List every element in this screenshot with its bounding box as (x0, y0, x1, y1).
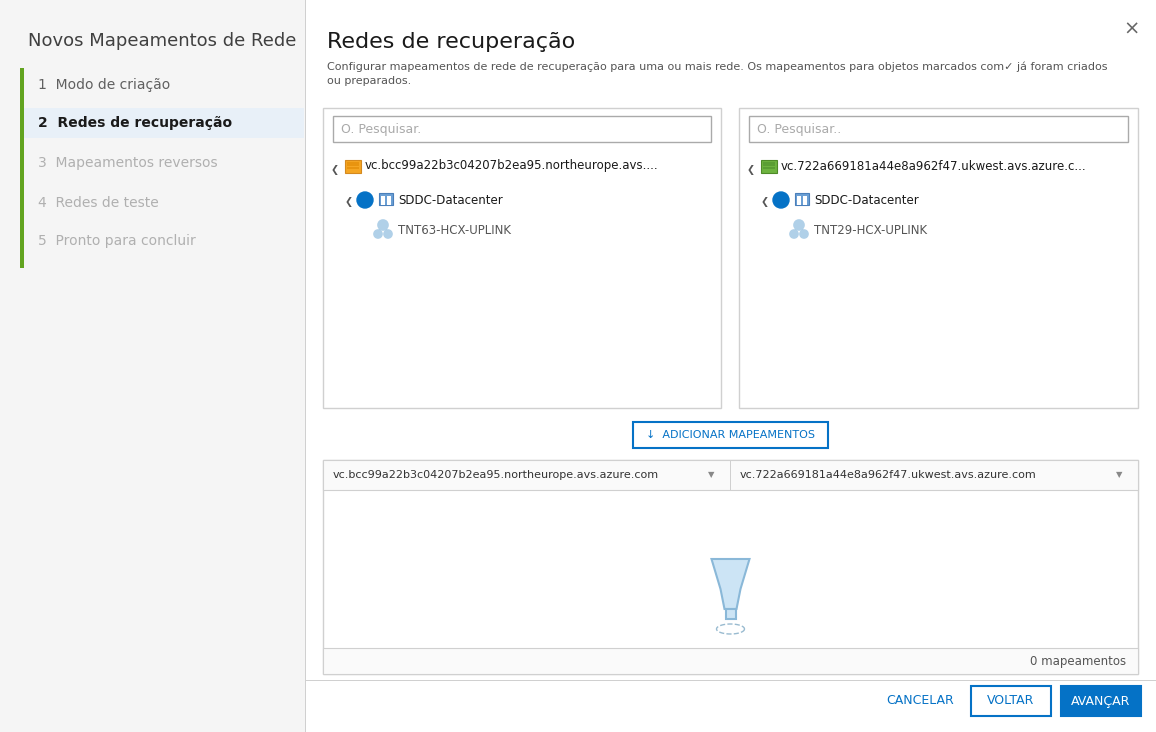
Text: vc.722a669181a44e8a962f47.ukwest.avs.azure.c...: vc.722a669181a44e8a962f47.ukwest.avs.azu… (781, 160, 1087, 173)
Text: ▼: ▼ (1116, 471, 1122, 479)
Bar (1061, 686, 1141, 716)
Text: 4  Redes de teste: 4 Redes de teste (38, 196, 158, 210)
Text: O. Pesquisar.: O. Pesquisar. (341, 122, 421, 135)
Bar (20, 68, 24, 268)
Bar (763, 167, 775, 169)
Text: 1  Modo de criação: 1 Modo de criação (38, 78, 170, 92)
Bar (633, 422, 828, 448)
Bar (803, 196, 807, 205)
Text: 0 mapeamentos: 0 mapeamentos (1030, 654, 1126, 668)
Text: SDDC-Datacenter: SDDC-Datacenter (398, 193, 503, 206)
Bar (305, 0, 1156, 732)
Bar (749, 116, 1128, 142)
Text: ×: × (1124, 20, 1140, 39)
Bar (323, 648, 1138, 649)
Text: 2  Redes de recuperação: 2 Redes de recuperação (38, 116, 232, 130)
Circle shape (790, 230, 798, 238)
Bar (387, 196, 391, 205)
Text: AVANÇAR: AVANÇAR (1072, 695, 1131, 708)
Text: 3  Mapeamentos reversos: 3 Mapeamentos reversos (38, 156, 217, 170)
Text: TNT29-HCX-UPLINK: TNT29-HCX-UPLINK (814, 223, 927, 236)
Text: ❮: ❮ (344, 197, 353, 207)
Text: ❮: ❮ (331, 165, 339, 175)
Text: ❮: ❮ (747, 165, 755, 175)
Bar (379, 193, 393, 205)
Bar (739, 108, 1138, 408)
Bar (347, 167, 360, 169)
Bar (323, 108, 721, 408)
Text: ❮: ❮ (761, 197, 769, 207)
Bar (323, 460, 1138, 490)
Text: 5  Pronto para concluir: 5 Pronto para concluir (38, 234, 195, 248)
Text: ↓  ADICIONAR MAPEAMENTOS: ↓ ADICIONAR MAPEAMENTOS (646, 430, 815, 440)
Text: ▼: ▼ (707, 471, 714, 479)
Bar (381, 196, 385, 205)
Text: vc.722a669181a44e8a962f47.ukwest.avs.azure.com: vc.722a669181a44e8a962f47.ukwest.avs.azu… (740, 470, 1037, 480)
Bar (796, 196, 801, 205)
Polygon shape (711, 559, 749, 609)
Circle shape (773, 192, 790, 208)
Text: TNT63-HCX-UPLINK: TNT63-HCX-UPLINK (398, 223, 511, 236)
Text: Novos Mapeamentos de Rede: Novos Mapeamentos de Rede (28, 32, 296, 50)
Circle shape (384, 230, 392, 238)
Bar (323, 648, 1138, 674)
Bar (24, 108, 304, 138)
Circle shape (357, 192, 373, 208)
Bar (344, 160, 361, 173)
Bar (347, 162, 360, 166)
Text: ou preparados.: ou preparados. (327, 76, 412, 86)
Text: SDDC-Datacenter: SDDC-Datacenter (814, 193, 919, 206)
Text: CANCELAR: CANCELAR (885, 695, 954, 708)
Text: VOLTAR: VOLTAR (987, 695, 1035, 708)
Circle shape (794, 220, 805, 230)
Text: Configurar mapeamentos de rede de recuperação para uma ou mais rede. Os mapeamen: Configurar mapeamentos de rede de recupe… (327, 62, 1107, 72)
Bar (323, 460, 1138, 674)
Bar (323, 490, 1138, 491)
Bar (763, 162, 775, 166)
Text: vc.bcc99a22b3c04207b2ea95.northeurope.avs.azure.com: vc.bcc99a22b3c04207b2ea95.northeurope.av… (333, 470, 659, 480)
Text: O. Pesquisar..: O. Pesquisar.. (757, 122, 842, 135)
Circle shape (378, 220, 388, 230)
Bar (333, 116, 711, 142)
Bar (0, 0, 305, 732)
Bar (305, 680, 1156, 681)
Bar (761, 160, 777, 173)
Bar (971, 686, 1051, 716)
Circle shape (800, 230, 808, 238)
Text: vc.bcc99a22b3c04207b2ea95.northeurope.avs....: vc.bcc99a22b3c04207b2ea95.northeurope.av… (365, 160, 659, 173)
Circle shape (375, 230, 381, 238)
Bar (726, 609, 735, 619)
Text: Redes de recuperação: Redes de recuperação (327, 32, 576, 52)
Bar (795, 193, 809, 205)
